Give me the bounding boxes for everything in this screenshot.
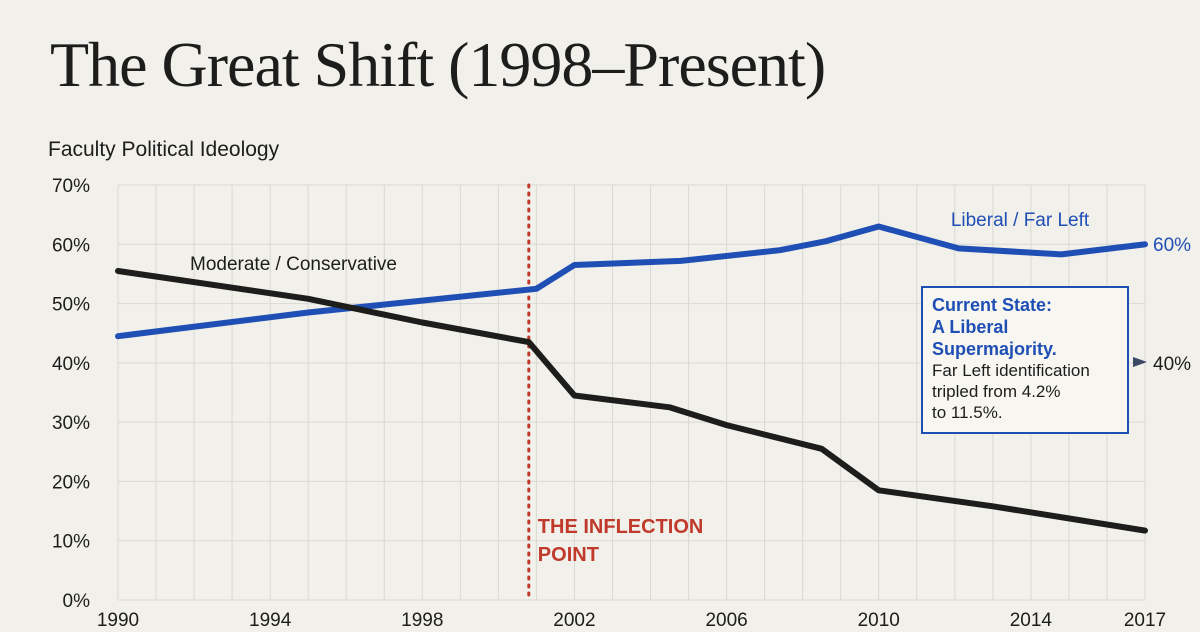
inflection-label: THE INFLECTION [538,516,704,538]
label-layer: 0% 10% 20% 30% 40% 50% 60% 70% 1990 1994 1998 2002 2… [52,176,1191,631]
y-tick-label: 20% [52,472,90,493]
grid-layer [117,184,1146,601]
y-axis-label: Faculty Political Ideology [48,138,280,161]
liberal-series-label: Liberal / Far Left [951,210,1090,231]
callout-heading-line: Current State: [932,295,1053,315]
moderate-series-line [115,268,1148,534]
x-tick-label: 1998 [401,610,443,631]
x-tick-label: 1994 [249,610,292,631]
page-title: The Great Shift (1998–Present) [50,29,826,100]
moderate-series-label: Moderate / Conservative [190,254,397,275]
inflection-label: POINT [538,544,599,566]
y-tick-label: 0% [63,591,91,612]
y-tick-label: 50% [52,295,90,316]
x-tick-label: 2014 [1010,610,1053,631]
current-state-callout: Current State: A Liberal Supermajority. … [921,286,1129,434]
end-value-label: 40% [1153,354,1191,375]
y-tick-label: 70% [52,176,90,197]
liberal-series-line [115,223,1148,340]
y-tick-label: 10% [52,532,90,553]
callout-heading-line: Supermajority. [932,339,1057,359]
callout-heading-line: A Liberal [932,317,1009,337]
x-tick-label: 1990 [97,610,139,631]
x-tick-label: 2006 [705,610,747,631]
y-tick-label: 60% [52,235,90,256]
liberal-end-value-label: 60% [1153,235,1191,256]
callout-body-line: to 11.5%. [932,403,1003,422]
end-value-pointer [1133,357,1147,367]
y-tick-label: 30% [52,413,90,434]
callout-body-line: Far Left identification [932,361,1090,380]
x-tick-label: 2017 [1124,610,1166,631]
series-layer [115,223,1148,534]
callout-body-line: tripled from 4.2% [932,382,1061,401]
x-tick-label: 2010 [858,610,900,631]
y-tick-label: 40% [52,354,90,375]
x-tick-label: 2002 [553,610,595,631]
